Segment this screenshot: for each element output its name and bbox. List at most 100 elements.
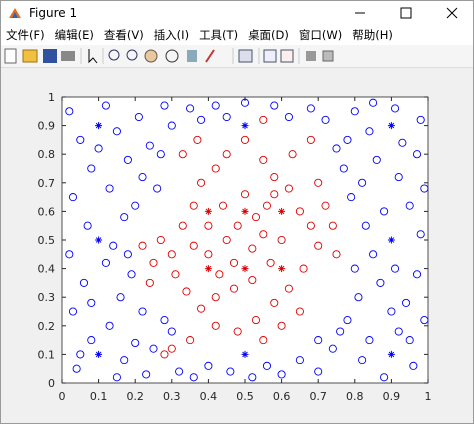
circle-marker — [240, 190, 250, 199]
circle-marker — [259, 336, 268, 345]
circle-marker — [401, 298, 411, 307]
circle-marker — [167, 121, 176, 130]
star-marker — [241, 350, 249, 358]
circle-marker — [87, 298, 96, 307]
circle-marker — [405, 336, 414, 345]
circle-marker — [284, 112, 293, 122]
window-title: Figure 1 — [29, 6, 78, 20]
circle-marker — [127, 270, 136, 279]
circle-marker — [72, 364, 81, 373]
circle-marker — [328, 221, 337, 230]
menu-item[interactable]: 插入(I) — [153, 28, 190, 42]
x-tick-label: 0.3 — [163, 390, 181, 403]
circle-marker — [405, 201, 414, 210]
circle-marker — [332, 144, 341, 153]
star-marker — [387, 122, 395, 130]
circle-marker — [306, 104, 315, 113]
circle-marker — [120, 356, 129, 365]
circle-marker — [270, 298, 279, 307]
circle-marker — [211, 321, 220, 330]
x-tick-label: 0.1 — [90, 390, 108, 403]
circle-marker — [149, 344, 158, 353]
menu-item[interactable]: 帮助(H) — [352, 28, 393, 42]
circle-marker — [339, 164, 348, 173]
axes-background — [62, 97, 428, 383]
menu-item[interactable]: 查看(V) — [103, 28, 144, 42]
circle-marker — [175, 367, 184, 376]
circle-marker — [259, 115, 268, 124]
title-bar: Figure 1 — [1, 1, 473, 25]
circle-marker — [270, 101, 279, 110]
circle-marker — [416, 115, 425, 124]
circle-marker — [284, 284, 293, 293]
circle-marker — [131, 338, 140, 348]
toolbar-icons[interactable] — [1, 46, 361, 66]
circle-marker — [350, 107, 359, 116]
circle-marker — [186, 104, 195, 113]
circle-marker — [240, 135, 250, 144]
circle-marker — [145, 278, 154, 287]
menu-item[interactable]: 桌面(D) — [248, 28, 289, 42]
circle-marker — [123, 250, 132, 259]
circle-marker — [138, 173, 147, 182]
circle-marker — [112, 373, 121, 382]
y-tick-label: 0.7 — [38, 177, 56, 190]
circle-marker — [277, 235, 286, 245]
circle-marker — [229, 258, 239, 267]
circle-marker — [101, 101, 110, 110]
circle-marker — [251, 316, 261, 325]
x-tick-label: 1 — [425, 390, 432, 403]
x-tick-label: 0.2 — [126, 390, 144, 403]
circle-marker — [153, 184, 162, 193]
circle-marker — [376, 278, 385, 287]
circle-marker — [358, 178, 367, 187]
x-tick-label: 0.7 — [309, 390, 327, 403]
circle-marker — [248, 373, 257, 382]
circle-marker — [204, 361, 213, 370]
circle-marker — [222, 235, 231, 245]
circle-marker — [145, 141, 154, 150]
circle-marker — [226, 367, 235, 376]
circle-marker — [343, 316, 352, 325]
circle-marker — [204, 221, 213, 230]
star-marker — [204, 207, 212, 215]
circle-marker — [211, 164, 220, 173]
window-controls[interactable] — [333, 1, 473, 25]
circle-marker — [79, 278, 89, 287]
circle-marker — [387, 307, 396, 316]
circle-marker — [197, 178, 206, 187]
circle-marker — [394, 327, 403, 336]
menu-item[interactable]: 编辑(E) — [54, 28, 94, 42]
circle-marker — [167, 327, 176, 336]
circle-marker — [94, 144, 103, 153]
circle-marker — [259, 155, 268, 164]
circle-marker — [277, 321, 286, 330]
circle-marker — [68, 193, 78, 202]
menu-item[interactable]: 窗口(W) — [298, 28, 343, 42]
circle-marker — [420, 184, 429, 193]
circle-marker — [156, 235, 165, 245]
circle-marker — [233, 221, 242, 230]
figure: 0 0.1 0.2 0.3 0.4 0.5 0.6 0.7 0.8 0.9 1 0 0.1 0.2 0.3 0… — [1, 68, 473, 423]
circle-marker — [343, 135, 352, 144]
menu-item[interactable]: 工具(T) — [199, 28, 239, 42]
star-marker — [204, 265, 212, 273]
circle-marker — [167, 344, 176, 353]
circle-marker — [138, 307, 147, 316]
circle-marker — [314, 178, 323, 187]
circle-marker — [160, 101, 169, 110]
circle-marker — [277, 370, 286, 379]
y-tick-label: 0.1 — [38, 348, 56, 361]
star-marker — [241, 265, 249, 273]
circle-marker — [87, 336, 96, 345]
circle-marker — [222, 150, 231, 159]
circle-marker — [65, 250, 74, 259]
y-tick-label: 1 — [48, 91, 55, 104]
menu-item[interactable]: 文件(F) — [6, 28, 45, 42]
circle-marker — [420, 316, 429, 325]
circle-marker — [76, 350, 85, 359]
star-marker — [241, 122, 249, 130]
circle-marker — [189, 201, 198, 210]
circle-marker — [240, 98, 250, 107]
circle-marker — [412, 150, 422, 159]
